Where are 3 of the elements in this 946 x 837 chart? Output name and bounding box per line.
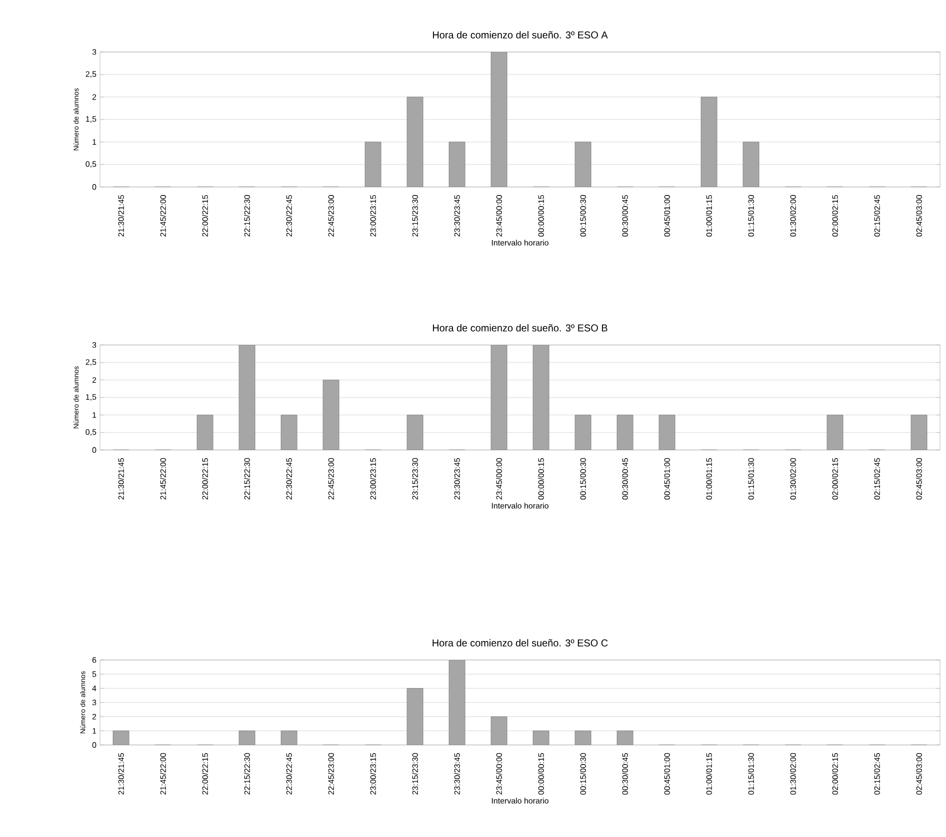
chart-title: Hora de comienzo del sueño. 3º ESO B bbox=[432, 324, 608, 332]
chart-title: Hora de comienzo del sueño. 3º ESO A bbox=[432, 31, 608, 38]
chart-title: Hora de comienzo del sueño. 3º ESO C bbox=[432, 639, 608, 646]
